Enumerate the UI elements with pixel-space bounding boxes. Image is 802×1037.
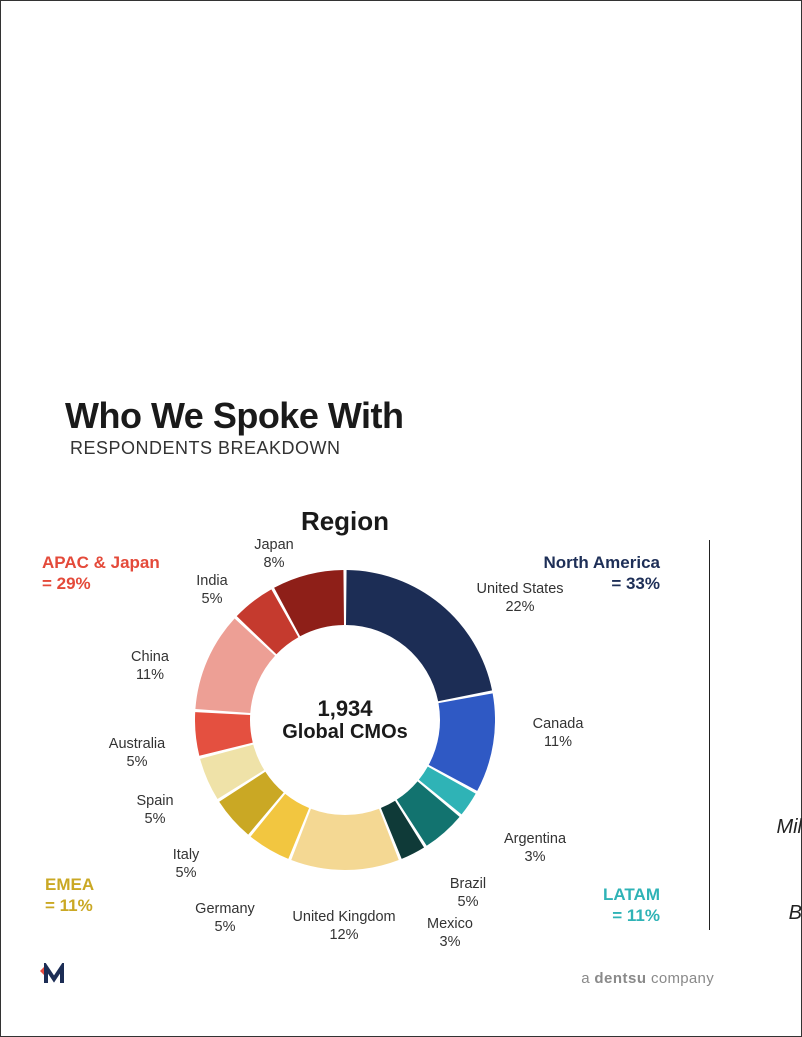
region-donut-chart: 1,934 Global CMOs — [195, 570, 495, 870]
page-subtitle: RESPONDENTS BREAKDOWN — [70, 438, 341, 459]
slice-label-japan: Japan8% — [254, 536, 294, 572]
slice-label-china: China11% — [131, 648, 169, 684]
region-label-apac: APAC & Japan= 29% — [42, 552, 160, 595]
footer-brand: dentsu — [594, 970, 646, 987]
donut-svg — [195, 570, 495, 870]
slice-label-brazil: Brazil5% — [450, 875, 486, 911]
slice-label-argentina: Argentina3% — [504, 830, 566, 866]
footer-prefix: a — [581, 970, 594, 987]
region-label-emea: EMEA= 11% — [45, 874, 94, 917]
slice-label-united-kingdom: United Kingdom12% — [292, 908, 395, 944]
slice-label-canada: Canada11% — [533, 715, 584, 751]
slice-label-spain: Spain5% — [136, 792, 173, 828]
clipped-text: Mil — [776, 816, 802, 839]
region-label-latam: LATAM= 11% — [603, 884, 660, 927]
page-title: Who We Spoke With — [65, 395, 404, 437]
slice-united-states — [346, 570, 492, 701]
brand-logo — [40, 963, 68, 985]
vertical-divider — [709, 540, 710, 930]
region-label-north_america: North America= 33% — [543, 552, 660, 595]
m-logo-icon — [40, 963, 68, 985]
slice-label-mexico: Mexico3% — [427, 915, 473, 951]
slice-united-kingdom — [291, 809, 399, 870]
slice-label-germany: Germany5% — [195, 900, 255, 936]
footer-credit: a dentsu company — [581, 970, 714, 987]
slice-label-italy: Italy5% — [173, 846, 200, 882]
slice-label-australia: Australia5% — [109, 735, 165, 771]
footer-suffix: company — [647, 970, 714, 987]
chart-title: Region — [0, 506, 690, 537]
clipped-text: B — [789, 902, 802, 925]
slice-label-india: India5% — [196, 572, 227, 608]
